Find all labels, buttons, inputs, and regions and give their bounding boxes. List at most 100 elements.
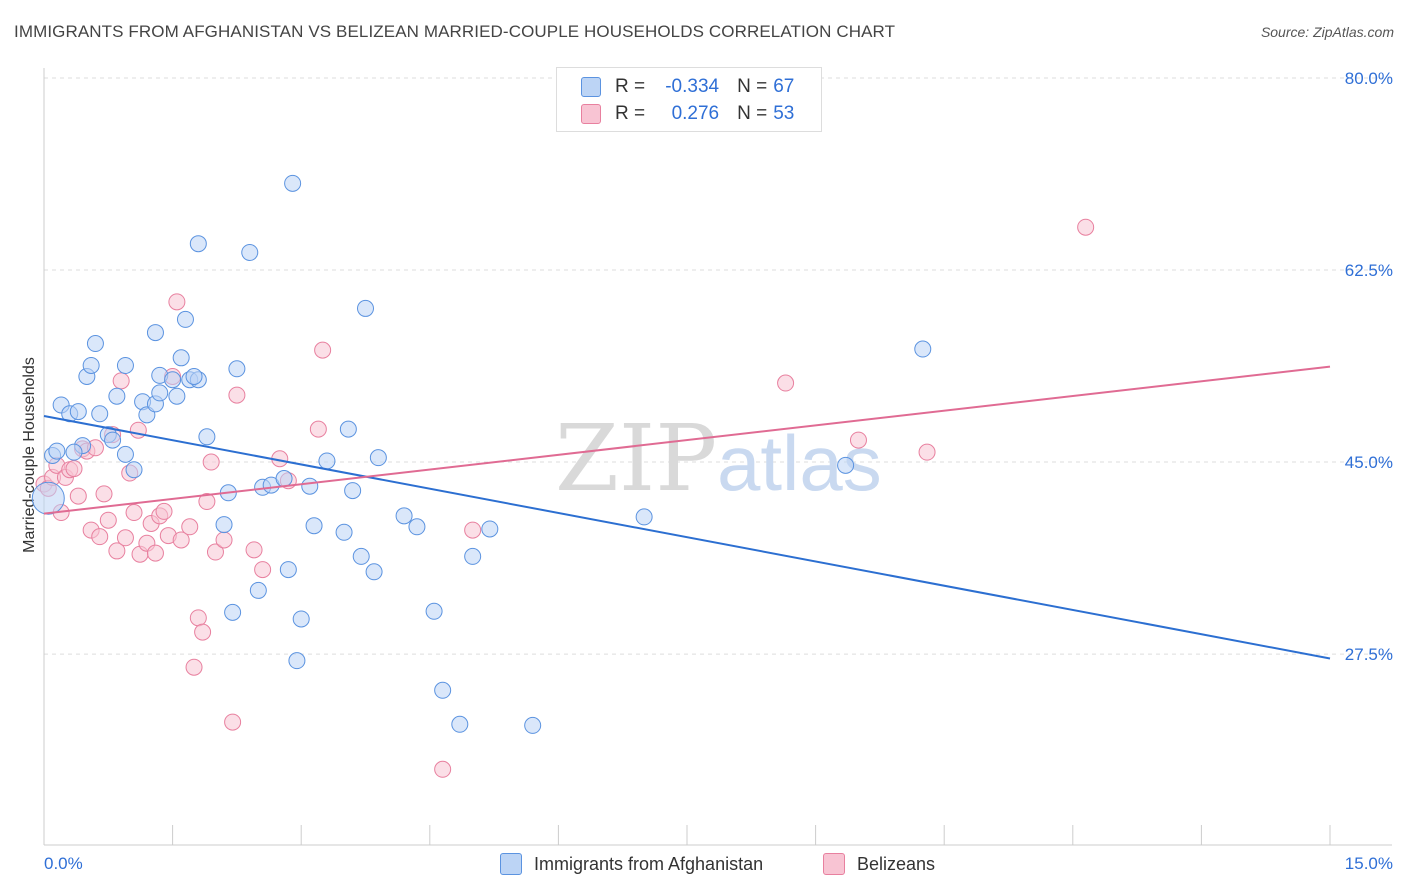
legend-n-label: N = [737,76,768,97]
afghanistan-point [352,547,370,565]
legend-r-value-belizeans: 0.276 [671,103,720,124]
afghanistan-point [168,387,186,405]
legend-n-value-belizeans: 53 [773,103,795,124]
x-tick-label-min: 0.0% [44,854,83,873]
legend-r-label: R = [615,76,646,97]
afghanistan-point [224,603,242,621]
afghanistan-point [279,561,297,579]
afghanistan-point [69,403,87,421]
afghanistan-point [425,602,443,620]
afghanistan-point [116,356,134,374]
afghanistan-point [434,681,452,699]
belizean-point [65,460,83,478]
afghanistan-point [305,517,323,535]
tick-labels: 80.0% 62.5% 45.0% 27.5% 0.0% 15.0% [44,69,1393,873]
belizean-point [189,609,207,627]
legend-n-label: N = [737,103,768,124]
afghanistan-point [108,387,126,405]
afghanistan-point [164,371,182,389]
afghanistan-point [215,516,233,534]
afghanistan-point [189,235,207,253]
belizean-point [245,541,263,559]
belizean-point [129,421,147,439]
bottom-legend-label-afghanistan: Immigrants from Afghanistan [534,853,764,874]
watermark: ZIP atlas [555,405,882,512]
afghanistan-point [335,523,353,541]
belizean-point [116,529,134,547]
afghanistan-point [176,310,194,328]
afghanistan-point [125,461,143,479]
afghanistan-point [241,243,259,261]
afghanistan-point [91,405,109,423]
x-tick-label-max: 15.0% [1345,854,1393,873]
belizean-point [198,493,216,511]
y-tick-label: 80.0% [1345,69,1393,88]
belizean-point [434,760,452,778]
belizean-point [155,502,173,520]
afghanistan-point [228,360,246,378]
afghanistan-point [151,384,169,402]
afghanistan-point [284,174,302,192]
belizean-point [95,485,113,503]
y-tick-label: 62.5% [1345,261,1393,280]
legend-n-value-afghanistan: 67 [773,76,795,97]
afghanistan-point [464,547,482,565]
afghanistan-point [369,449,387,467]
afghanistan-point [451,715,469,733]
afghanistan-point [292,610,310,628]
afghanistan-point [146,324,164,342]
belizean-point [168,293,186,311]
afghanistan-point [357,299,374,317]
belizean-point [224,713,242,731]
belizean-point [108,542,126,560]
chart-title: IMMIGRANTS FROM AFGHANISTAN VS BELIZEAN … [14,22,896,41]
afghanistan-point [365,563,383,581]
belizean-point [918,443,936,461]
afghanistan-point [249,581,267,599]
belizean-point [69,487,87,505]
belizean-point [1077,218,1095,236]
axes [43,68,1392,846]
stats-legend: R = -0.334 N = 67 R = 0.276 N = 53 [556,67,822,132]
afghanistan-point [198,428,216,446]
afghanistan-point [914,340,932,358]
trend-lines [43,365,1331,660]
legend-row-belizeans: R = 0.276 N = 53 [581,102,794,126]
data-points [31,174,1095,778]
legend-r-label: R = [615,103,646,124]
belizean-point [849,431,867,449]
afghanistan-point [318,452,336,470]
afghanistan-point [185,367,203,385]
afghanistan-point [82,356,100,374]
bottom-legend-belizeans: Belizeans [823,852,935,876]
afghanistan-point [524,716,542,734]
belizean-point [215,531,233,549]
belizean-point [228,386,246,404]
afghanistan-point [408,518,426,536]
belizean-point [777,374,795,392]
belizean-point [172,531,190,549]
belizean-point [309,420,327,438]
legend-swatch-afghanistan [581,77,601,97]
bottom-legend-label-belizeans: Belizeans [857,853,936,874]
afghanistan-point [344,482,362,500]
bottom-legend-swatch-afghanistan [500,853,522,875]
afghanistan-point [31,481,65,515]
belizean-point [112,372,130,390]
afghanistan-point [481,520,499,538]
bottom-legend-afghanistan: Immigrants from Afghanistan [500,852,763,876]
belizean-point [91,528,109,546]
belizean-point [125,504,143,522]
gridlines [44,77,1392,655]
belizean-point [194,623,212,641]
source-label: Source: ZipAtlas.com [1260,24,1394,40]
afghanistan-point [86,335,104,353]
belizean-point [202,453,220,471]
afghanistan-point [635,508,653,526]
belizean-point [464,521,482,539]
afghanistan-point [837,456,855,474]
afghanistan-point [116,445,134,463]
belizean-point [146,544,164,562]
legend-swatch-belizeans [581,104,601,124]
